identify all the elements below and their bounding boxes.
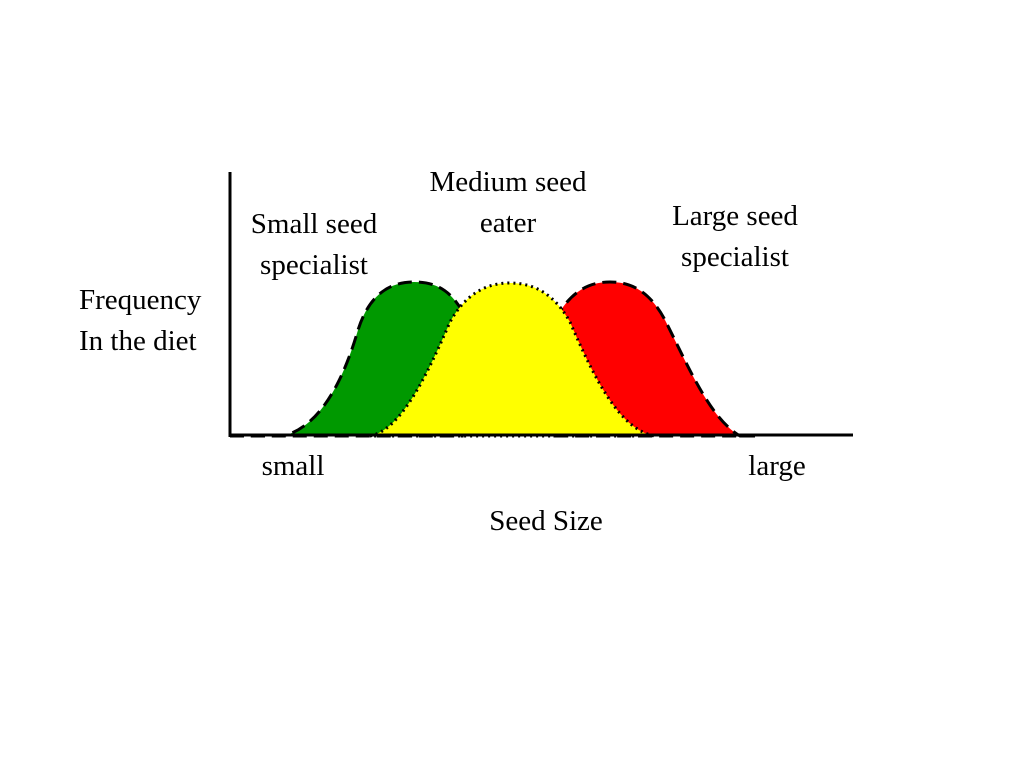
- medium-seed-curve: [369, 281, 656, 438]
- medium-seed-eater-label: Medium seed eater: [429, 166, 587, 239]
- x-axis-title: Seed Size: [489, 505, 603, 537]
- x-axis-small-label: small: [261, 450, 325, 482]
- small-seed-curve: [230, 280, 468, 438]
- small-seed-specialist-label: Small seed specialist: [250, 208, 378, 281]
- y-axis-label: Frequency In the diet: [79, 284, 202, 357]
- large-seed-specialist-label: Large seed specialist: [672, 200, 798, 273]
- x-axis-large-label: large: [748, 450, 806, 482]
